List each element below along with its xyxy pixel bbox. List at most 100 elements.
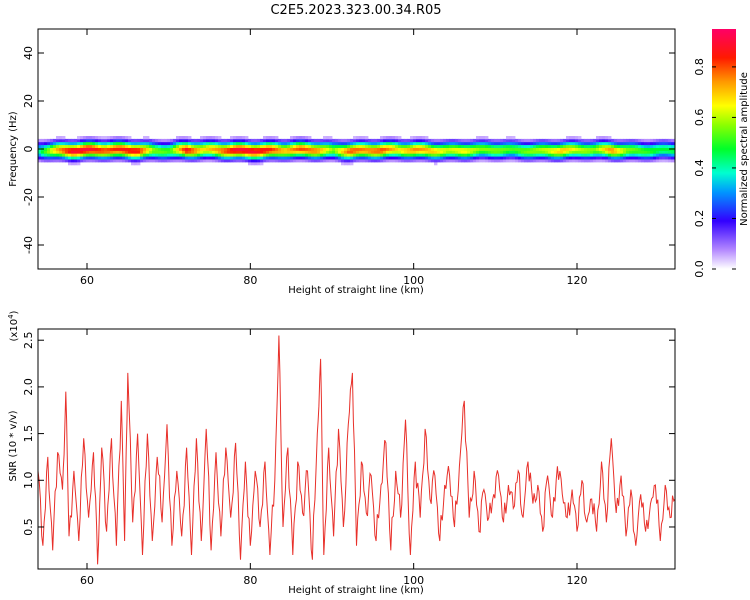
heatmap-cell [299,159,303,163]
heatmap-cell [344,162,348,166]
heatmap-cell [407,138,411,143]
heatmap-cell [545,156,549,160]
heatmap-cell [71,141,75,146]
heatmap-cell [62,147,66,151]
heatmap-cell [455,153,459,157]
heatmap-cell [77,147,81,151]
heatmap-cell [311,159,315,163]
heatmap-cell [491,147,495,151]
heatmap-cell [332,150,336,154]
heatmap-cell [236,138,240,143]
heatmap-cell [95,159,99,163]
heatmap-cell [380,136,384,140]
heatmap-cell [182,138,186,143]
heatmap-cell [362,144,366,148]
colorbar-tick-label: 0.8 [693,58,706,76]
heatmap-cell [56,147,60,151]
heatmap-cell [632,156,636,160]
heatmap-cell [131,150,135,154]
heatmap-cell [485,150,489,154]
heatmap-cell [479,136,483,140]
heatmap-cell [464,141,468,146]
heatmap-cell [164,153,168,157]
snr-series-line [38,335,675,565]
heatmap-cell [566,138,570,143]
heatmap-cell [83,159,87,163]
heatmap-cell [608,147,612,151]
spectrogram-xlabel: Height of straight line (km) [288,285,424,296]
heatmap-cell [563,144,567,148]
heatmap-cell [200,159,204,163]
heatmap-cell [323,159,327,163]
heatmap-cell [431,153,435,157]
heatmap-cell [614,153,618,157]
heatmap-cell [374,147,378,151]
heatmap-cell [623,156,627,160]
heatmap-cell [341,141,345,146]
heatmap-cell [92,138,96,143]
heatmap-cell [362,153,366,157]
heatmap-cell [257,159,261,163]
heatmap-cell [638,153,642,157]
heatmap-cell [329,141,333,146]
heatmap-cell [359,153,363,157]
heatmap-cell [89,153,93,157]
heatmap-cell [374,159,378,163]
heatmap-cell [575,159,579,163]
snr-ylabel: SNR (10 * v/v) [8,410,19,481]
heatmap-cell [350,159,354,163]
heatmap-cell [155,150,159,154]
heatmap-cell [566,144,570,148]
heatmap-cell [557,138,561,143]
heatmap-cell [155,147,159,151]
y-tick-label: 2.5 [22,331,35,349]
heatmap-cell [278,141,282,146]
heatmap-cell [557,156,561,160]
heatmap-cell [110,150,114,154]
heatmap-cell [491,153,495,157]
heatmap-cell [332,153,336,157]
heatmap-cell [203,138,207,143]
heatmap-cell [575,141,579,146]
heatmap-cell [527,141,531,146]
heatmap-cell [638,159,642,163]
heatmap-cell [71,156,75,160]
heatmap-cell [641,150,645,154]
heatmap-cell [563,150,567,154]
heatmap-cell [563,147,567,151]
heatmap-cell [377,156,381,160]
heatmap-cell [89,150,93,154]
heatmap-cell [41,138,45,143]
heatmap-cell [494,141,498,146]
heatmap-cell [455,141,459,146]
heatmap-cell [428,156,432,160]
heatmap-cell [122,156,126,160]
heatmap-cell [524,150,528,154]
heatmap-cell [515,150,519,154]
heatmap-cell [536,147,540,151]
heatmap-cell [533,159,537,163]
heatmap-cell [230,136,234,140]
heatmap-cell [176,150,180,154]
heatmap-cell [230,153,234,157]
heatmap-cell [116,144,120,148]
heatmap-cell [200,136,204,140]
heatmap-cell [443,141,447,146]
heatmap-cell [179,147,183,151]
heatmap-cell [650,156,654,160]
heatmap-cell [371,147,375,151]
heatmap-cell [188,147,192,151]
heatmap-cell [332,159,336,163]
heatmap-cell [263,150,267,154]
heatmap-cell [593,153,597,157]
heatmap-cell [656,153,660,157]
heatmap-cell [593,144,597,148]
heatmap-cell [92,144,96,148]
heatmap-cell [632,141,636,146]
heatmap-cell [320,159,324,163]
heatmap-cell [647,147,651,151]
heatmap-cell [461,153,465,157]
heatmap-cell [527,144,531,148]
heatmap-cell [443,144,447,148]
heatmap-cell [653,156,657,160]
